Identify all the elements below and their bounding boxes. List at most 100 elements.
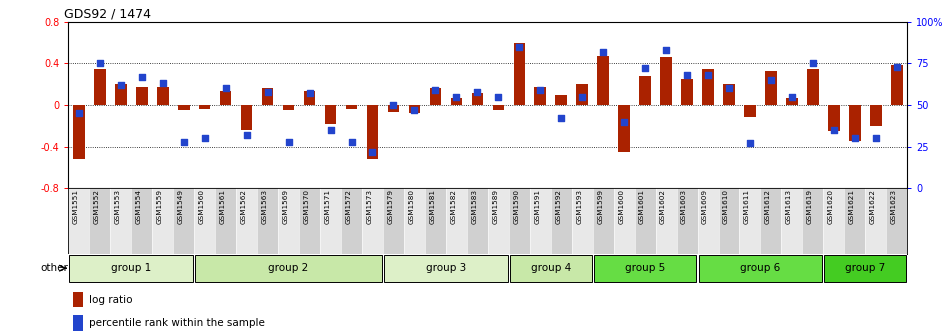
Text: GSM1610: GSM1610: [723, 190, 729, 224]
Text: GSM1580: GSM1580: [408, 190, 414, 224]
Text: GSM1622: GSM1622: [870, 190, 876, 224]
Text: GSM1559: GSM1559: [157, 190, 162, 224]
Point: [742, 140, 757, 146]
Point: [533, 87, 548, 93]
Point: [155, 81, 170, 86]
Text: GSM1549: GSM1549: [178, 190, 183, 224]
Text: GSM1581: GSM1581: [429, 190, 435, 224]
Point: [323, 127, 338, 133]
Bar: [89, 188, 110, 254]
Point: [218, 86, 234, 91]
Bar: [825, 255, 906, 282]
Point: [365, 149, 380, 154]
Bar: [73, 105, 85, 159]
Point: [448, 94, 464, 99]
Point: [575, 94, 590, 99]
Bar: [466, 188, 488, 254]
Point: [658, 47, 674, 53]
Bar: [618, 105, 630, 152]
Bar: [718, 188, 739, 254]
Text: GSM1611: GSM1611: [744, 190, 750, 224]
Bar: [450, 98, 462, 105]
Point: [407, 107, 422, 113]
Text: GSM1600: GSM1600: [618, 190, 624, 224]
Bar: [723, 84, 734, 105]
Bar: [782, 188, 803, 254]
Bar: [304, 91, 315, 105]
Text: GSM1553: GSM1553: [115, 190, 121, 224]
Bar: [72, 315, 84, 331]
Bar: [870, 105, 882, 126]
Point: [785, 94, 800, 99]
Bar: [702, 69, 713, 105]
Bar: [94, 69, 105, 105]
Text: group 4: group 4: [531, 263, 571, 273]
Text: GSM1551: GSM1551: [73, 190, 79, 224]
Point: [637, 66, 653, 71]
Point: [700, 72, 715, 78]
Point: [386, 102, 401, 108]
Text: GSM1620: GSM1620: [827, 190, 834, 224]
Text: group 3: group 3: [426, 263, 466, 273]
Bar: [219, 91, 232, 105]
Bar: [341, 188, 362, 254]
Point: [847, 136, 863, 141]
Text: GSM1582: GSM1582: [450, 190, 456, 224]
Bar: [572, 188, 593, 254]
Bar: [320, 188, 341, 254]
Bar: [845, 188, 865, 254]
Point: [868, 136, 884, 141]
Bar: [698, 255, 823, 282]
Point: [617, 119, 632, 124]
Text: GSM1562: GSM1562: [240, 190, 247, 224]
Text: GSM1593: GSM1593: [577, 190, 582, 224]
Point: [113, 82, 128, 88]
Bar: [388, 105, 399, 112]
Bar: [808, 69, 819, 105]
Text: GSM1623: GSM1623: [891, 190, 897, 224]
Bar: [886, 188, 907, 254]
Bar: [803, 188, 824, 254]
Bar: [676, 188, 697, 254]
Bar: [69, 255, 193, 282]
Bar: [72, 292, 84, 307]
Point: [889, 64, 904, 70]
Point: [806, 61, 821, 66]
Bar: [157, 87, 168, 105]
Text: GSM1602: GSM1602: [660, 190, 666, 224]
Point: [554, 116, 569, 121]
Point: [176, 139, 191, 144]
Bar: [367, 105, 378, 159]
Bar: [257, 188, 278, 254]
Point: [134, 74, 149, 79]
Bar: [299, 188, 320, 254]
Bar: [383, 188, 404, 254]
Bar: [178, 105, 189, 110]
Text: GSM1592: GSM1592: [555, 190, 561, 224]
Bar: [551, 188, 572, 254]
Point: [469, 89, 484, 94]
Bar: [865, 188, 886, 254]
Text: GSM1583: GSM1583: [471, 190, 477, 224]
Bar: [346, 105, 357, 109]
Bar: [514, 43, 525, 105]
Text: group 1: group 1: [111, 263, 151, 273]
Bar: [262, 88, 274, 105]
Point: [281, 139, 296, 144]
Text: log ratio: log ratio: [89, 295, 133, 304]
Text: GSM1601: GSM1601: [639, 190, 645, 224]
Bar: [429, 88, 441, 105]
Bar: [131, 188, 152, 254]
Bar: [425, 188, 446, 254]
Text: GSM1621: GSM1621: [848, 190, 855, 224]
Point: [428, 87, 443, 93]
Text: GSM1571: GSM1571: [325, 190, 331, 224]
Bar: [152, 188, 173, 254]
Point: [239, 132, 255, 138]
Bar: [241, 105, 253, 130]
Bar: [828, 105, 840, 131]
Bar: [68, 188, 89, 254]
Bar: [739, 188, 760, 254]
Bar: [635, 188, 655, 254]
Bar: [199, 105, 211, 109]
